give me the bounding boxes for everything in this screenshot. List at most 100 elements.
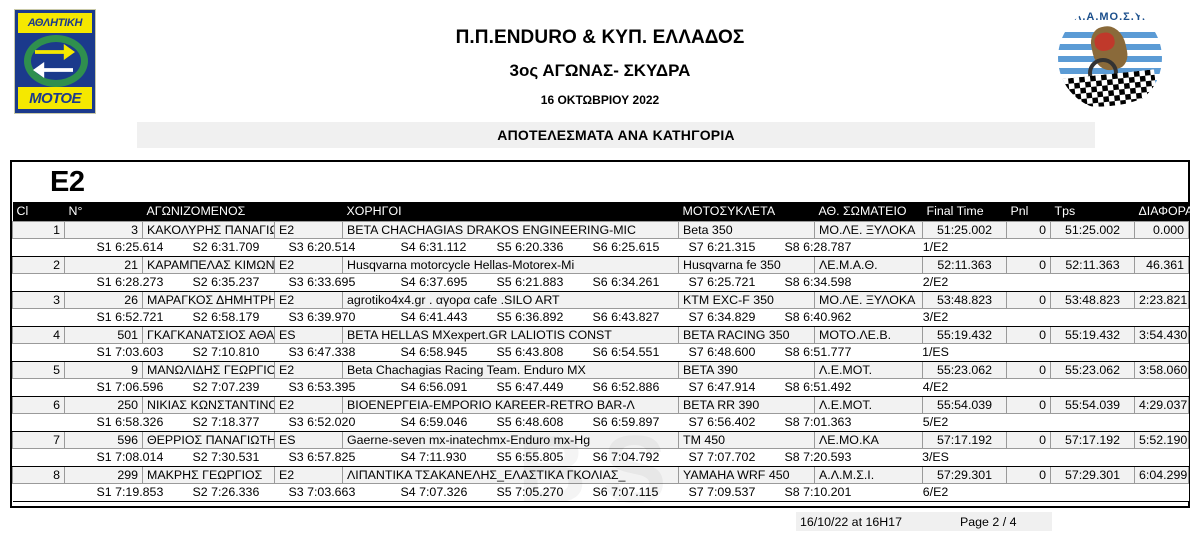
cell-final-time: 55:54.039	[922, 395, 1007, 414]
cell-number: 501	[64, 325, 143, 344]
column-header-class	[274, 202, 343, 221]
split-time: S7 6:56.402	[688, 415, 756, 429]
cell-sponsors: Husqvarna motorcycle Hellas-Motorex-Mi	[342, 255, 679, 274]
cell-sponsors: Beta Chachagias Racing Team. Enduro MX	[342, 360, 679, 379]
split-times-row: S1 6:28.273 S2 6:35.237 S3 6:33.695 S4 6:37…	[12, 273, 1189, 292]
split-times-row: S1 7:08.014 S2 7:30.531 S3 6:57.825 S4 7:11…	[12, 448, 1189, 467]
split-time: S1 7:03.603	[96, 345, 164, 359]
cell-club: Λ.Ε.ΜΟΤ.	[814, 395, 923, 414]
split-time: S5 6:55.805	[496, 450, 564, 464]
column-header-number: N°	[64, 202, 143, 221]
cell-gap: 3:58.060	[1134, 360, 1189, 379]
club-logo: Λ.Α.ΜΟ.Σ.Υ.	[1058, 6, 1162, 110]
cell-final-time: 55:23.062	[922, 360, 1007, 379]
motoe-logo-top-band: ΑΘΛΗΤΙΚΗ	[18, 13, 92, 33]
motoe-logo: ΑΘΛΗΤΙΚΗ ΜΟΤΟΕ	[14, 9, 96, 114]
cell-competitor: ΓΚΑΓΚΑΝΑΤΣΙΟΣ ΑΘΑΝΑΣΙΟΣ	[142, 325, 275, 344]
cell-number: 9	[64, 360, 143, 379]
motoe-logo-top-text: ΑΘΛΗΤΙΚΗ	[27, 17, 83, 29]
cell-motorcycle: BETA RR 390	[678, 395, 815, 414]
cell-pnl: 0	[1006, 325, 1051, 344]
cell-cl: 5	[12, 360, 65, 379]
split-time: S7 6:48.600	[688, 345, 756, 359]
cell-final-time: 55:19.432	[922, 325, 1007, 344]
split-time: S2 6:31.709	[192, 240, 260, 254]
split-time: S3 6:47.338	[288, 345, 356, 359]
split-time: S2 7:26.336	[192, 485, 260, 499]
cell-number: 596	[64, 430, 143, 449]
table-row[interactable]: 2 21 ΚΑΡΑΜΠΕΛΑΣ ΚΙΜΩΝ E2 Husqvarna motorcycl…	[12, 255, 1189, 274]
results-table: Cl N° ΑΓΩΝΙΖΟΜΕΝΟΣ ΧΟΡΗΓΟΙ ΜΟΤΟΣΥΚΛΕΤΑ Α…	[12, 202, 1193, 502]
cell-club: ΛΕ.Μ.Α.Θ.	[814, 255, 923, 274]
split-time: S8 6:40.962	[784, 310, 852, 324]
split-time: S1 7:08.014	[96, 450, 164, 464]
cell-motorcycle: BETA RACING 350	[678, 325, 815, 344]
cell-competitor: ΚΑΡΑΜΠΕΛΑΣ ΚΙΜΩΝ	[142, 255, 275, 274]
split-times-cell: S1 7:19.853 S2 7:26.336 S3 7:03.663 S4 7:07…	[12, 483, 1189, 502]
cell-motorcycle: YAMAHA WRF 450	[678, 465, 815, 484]
footer-page-number: Page 2 / 4	[960, 514, 1017, 529]
class-rank: 5/E2	[922, 415, 949, 429]
cell-club: Α.Λ.Μ.Σ.Ι.	[814, 465, 923, 484]
cell-class: E2	[274, 395, 343, 414]
cell-club: ΜΟΤΟ.ΛΕ.Β.	[814, 325, 923, 344]
results-frame: E2 Cl N° ΑΓΩΝΙΖΟΜΕΝΟΣ ΧΟΡΗΓΟΙ ΜΟΤΟΣΥΚΛΕΤ…	[10, 160, 1193, 508]
split-time: S8 6:34.598	[784, 275, 852, 289]
table-row[interactable]: 3 26 ΜΑΡΑΓΚΟΣ ΔΗΜΗΤΡΗΣ E2 agrotiko4x4.gr . α…	[12, 290, 1189, 309]
cell-class: E2	[274, 360, 343, 379]
table-row[interactable]: 8 299 ΜΑΚΡΗΣ ΓΕΩΡΓΙΟΣ E2 ΛΙΠΑΝΤΙΚΑ ΤΣΑΚΑΝΕΛΗ…	[12, 465, 1189, 484]
split-time: S2 7:07.239	[192, 380, 260, 394]
split-times-cell: S1 7:03.603 S2 7:10.810 S3 6:47.338 S4 6:58…	[12, 343, 1189, 362]
table-row[interactable]: 6 250 ΝΙΚΙΑΣ ΚΩΝΣΤΑΝΤΙΝΟΣ E2 ΒΙΟΕΝΕΡΓΕΙΑ-EMP…	[12, 395, 1189, 414]
cell-cl: 7	[12, 430, 65, 449]
split-time: S7 6:47.914	[688, 380, 756, 394]
cell-gap: 6:04.299	[1134, 465, 1189, 484]
cell-sponsors: BETA HELLAS MXexpert.GR LALIOTIS CONST	[342, 325, 679, 344]
cell-sponsors: ΒΙΟΕΝΕΡΓΕΙΑ-EMPORIO KAREER-RETRO BAR-Λ	[342, 395, 679, 414]
cell-final-time: 52:11.363	[922, 255, 1007, 274]
cell-gap: 0.000	[1134, 220, 1189, 239]
column-header-motorcycle: ΜΟΤΟΣΥΚΛΕΤΑ	[678, 202, 815, 221]
cell-cl: 2	[12, 255, 65, 274]
class-rank: 4/E2	[922, 380, 949, 394]
footer-box: 16/10/22 at 16H17 Page 2 / 4	[796, 512, 1052, 531]
cell-tps: 53:48.823	[1050, 290, 1135, 309]
laurel-wreath-icon	[24, 35, 88, 87]
split-time: S4 6:31.112	[400, 240, 467, 254]
cell-tps: 52:11.363	[1050, 255, 1135, 274]
table-row[interactable]: 7 596 ΘΕΡΡΙΟΣ ΠΑΝΑΓΙΩΤΗΣ ES Gaerne-seven mx-…	[12, 430, 1189, 449]
cell-club: Λ.Ε.ΜΟΤ.	[814, 360, 923, 379]
split-time: S8 7:10.201	[784, 485, 852, 499]
split-time: S3 6:20.514	[288, 240, 356, 254]
table-row[interactable]: 5 9 ΜΑΝΩΛΙΔΗΣ ΓΕΩΡΓΙΟΣ E2 Beta Chachagias Ra…	[12, 360, 1189, 379]
event-round: 3ος ΑΓΩΝΑΣ- ΣΚΥΔΡΑ	[509, 60, 691, 80]
results-banner: ΑΠΟΤΕΛΕΣΜΑΤΑ ΑΝΑ ΚΑΤΗΓΟΡΙΑ	[137, 122, 1095, 148]
split-time: S8 6:51.492	[784, 380, 852, 394]
cell-sponsors: ΛΙΠΑΝΤΙΚΑ ΤΣΑΚΑΝΕΛΗΣ_ΕΛΑΣΤΙΚΑ ΓΚΟΛΙΑΣ_	[342, 465, 679, 484]
column-header-gap: ΔΙΑΦΟΡΑ	[1134, 202, 1193, 221]
motoe-logo-bottom-text: ΜΟΤΟΕ	[29, 89, 81, 107]
results-banner-text: ΑΠΟΤΕΛΕΣΜΑΤΑ ΑΝΑ ΚΑΤΗΓΟΡΙΑ	[497, 127, 735, 143]
split-time: S4 7:11.930	[400, 450, 467, 464]
split-times-row: S1 7:19.853 S2 7:26.336 S3 7:03.663 S4 7:07…	[12, 483, 1189, 502]
cell-competitor: ΜΑΚΡΗΣ ΓΕΩΡΓΙΟΣ	[142, 465, 275, 484]
cell-pnl: 0	[1006, 360, 1051, 379]
split-time: S7 6:21.315	[688, 240, 756, 254]
cell-sponsors: Gaerne-seven mx-inatechmx-Enduro mx-Hg	[342, 430, 679, 449]
split-time: S1 7:19.853	[96, 485, 164, 499]
footer-timestamp: 16/10/22 at 16H17	[800, 514, 902, 529]
cell-pnl: 0	[1006, 255, 1051, 274]
split-times-cell: S1 6:52.721 S2 6:58.179 S3 6:39.970 S4 6:41…	[12, 308, 1189, 327]
split-times-cell: S1 6:25.614 S2 6:31.709 S3 6:20.514 S4 6:31…	[12, 238, 1189, 257]
cell-competitor: ΜΑΡΑΓΚΟΣ ΔΗΜΗΤΡΗΣ	[142, 290, 275, 309]
split-time: S6 6:34.261	[592, 275, 660, 289]
cell-number: 299	[64, 465, 143, 484]
cell-tps: 57:29.301	[1050, 465, 1135, 484]
split-time: S7 7:09.537	[688, 485, 756, 499]
cell-competitor: ΚΑΚΟΛΥΡΗΣ ΠΑΝΑΓΙΩΤΗΣ	[142, 220, 275, 239]
cell-motorcycle: KTM EXC-F 350	[678, 290, 815, 309]
column-header-club: ΑΘ. ΣΩΜΑΤΕΙΟ	[814, 202, 923, 221]
